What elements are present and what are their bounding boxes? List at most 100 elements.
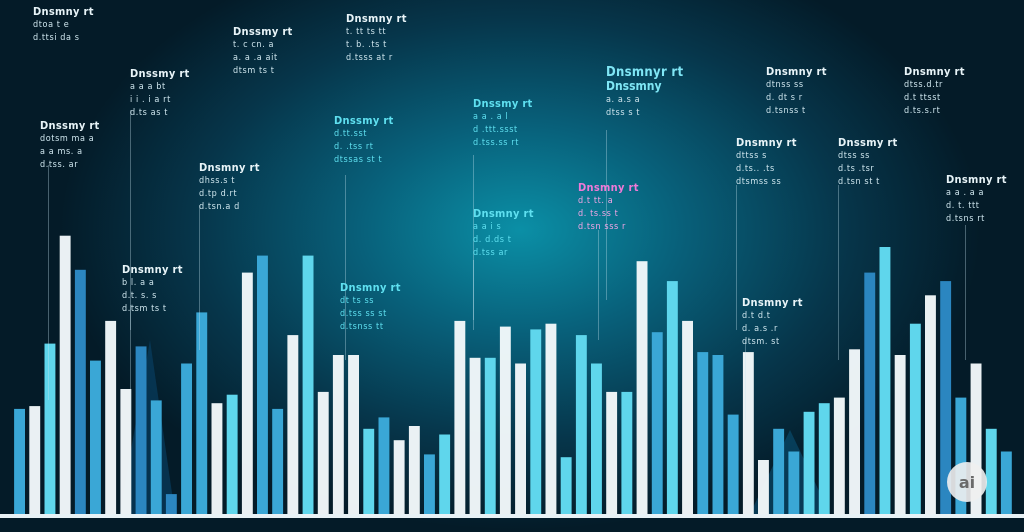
bar: [636, 261, 648, 514]
annotation-title: Dnssmy rt: [40, 119, 100, 132]
annotation-line: i i . i a rt: [130, 94, 171, 105]
annotation-line: dtoa t e: [33, 20, 70, 31]
bar: [469, 357, 481, 514]
annotation-title: Dnsmny rt: [766, 65, 827, 78]
bar: [241, 272, 253, 514]
annotation-line: t. tt ts tt: [346, 27, 387, 38]
annotation-callout: Dnsmny rt dtss.d.tr d.t ttsst d.ts.s.rt: [904, 65, 965, 117]
bar: [14, 408, 25, 514]
bar: [44, 343, 56, 514]
annotation-line: t. c cn. a: [233, 40, 275, 51]
annotation-line: d. a.s .r: [742, 323, 778, 334]
bar: [591, 363, 602, 514]
annotation-line: d.tsn sss r: [578, 221, 626, 232]
bar: [803, 411, 815, 514]
annotation-line: d.tss.ss rt: [473, 137, 520, 148]
annotation-line: dtsmss ss: [736, 176, 782, 187]
annotation-line: d.tt.sst: [334, 129, 368, 140]
annotation-line: d. ts.ss t: [578, 208, 619, 219]
bar: [894, 355, 906, 514]
annotation-callout: Dnsmny rt dtnss ss d. dt s r d.tsnss t: [766, 65, 827, 117]
annotation-title: Dnsmny rt: [346, 12, 407, 25]
annotation-title: Dnssmy rt: [233, 25, 293, 38]
annotation-leader-line: [48, 165, 49, 400]
bar: [135, 346, 147, 514]
annotation-line: a a i s: [473, 222, 502, 233]
annotation-callout: Dnsmny rt d.t tt. a d. ts.ss t d.tsn sss r: [578, 181, 639, 233]
bar: [940, 281, 952, 514]
annotation-callout: Dnssmy rt t. c cn. a a. a .a ait dtsm ts t: [233, 25, 293, 77]
bar: [257, 255, 268, 514]
annotation-callout: Dnsmny rt b l. a a d.t. s. s d.tsm ts t: [122, 263, 183, 315]
annotation-line: dttss s: [736, 151, 767, 162]
annotation-line: d.tsn st t: [838, 176, 880, 187]
bar: [454, 320, 466, 514]
bar: [181, 363, 192, 514]
bar: [833, 397, 845, 514]
annotation-leader-line: [606, 130, 607, 300]
annotation-line: d.ts.s.rt: [904, 105, 941, 116]
bar: [408, 426, 420, 514]
annotation-line: a. a.s a: [606, 95, 641, 106]
annotation-line: d.tss ar: [473, 247, 508, 258]
bar: [378, 417, 390, 514]
annotation-callout: Dnsmny rt dttss s d.ts.. .ts dtsmss ss: [736, 136, 797, 188]
annotation-line: dtss s t: [606, 108, 641, 119]
x-axis-baseline: [0, 514, 1024, 518]
annotation-leader-line: [199, 205, 200, 350]
bar: [818, 403, 830, 514]
annotation-line: d.tsm ts t: [122, 303, 167, 314]
annotation-line: d. dt s r: [766, 92, 803, 103]
annotation-title: Dnsmnyr rt: [606, 65, 684, 80]
annotation-title: Dnsmny rt: [904, 65, 965, 78]
bar: [363, 428, 375, 514]
bar: [742, 352, 754, 514]
annotation-title: Dnsmny rt: [199, 161, 260, 174]
annotation-title: Dnssmy rt: [130, 67, 190, 80]
annotation-leader-line: [598, 230, 599, 340]
annotation-leader-line: [473, 260, 474, 320]
annotation-line: dtss ss: [838, 151, 870, 162]
annotation-callout: Dnsmny rt dhss.s t d.tp d.rt d.tsn.a d: [199, 161, 260, 213]
bar: [606, 391, 618, 514]
annotation-line: d.tp d.rt: [199, 188, 238, 199]
annotation-line: dtsm ts t: [233, 65, 275, 76]
annotation-line: d.ts .tsr: [838, 163, 875, 174]
bar: [196, 312, 208, 514]
annotation-line: dhss.s t: [199, 176, 236, 187]
bar: [74, 269, 86, 514]
bar: [545, 323, 557, 514]
annotation-line: d.t tt. a: [578, 196, 614, 207]
annotation-line: d.t d.t: [742, 311, 771, 322]
annotation-leader-line: [965, 225, 966, 360]
annotation-line: dotsm ma a: [40, 134, 95, 145]
bar: [226, 394, 238, 514]
bar: [59, 235, 71, 514]
annotation-leader-line: [130, 305, 131, 430]
annotation-title: Dnsmny rt: [578, 181, 639, 194]
annotation-line: d.t. s. s: [122, 290, 158, 301]
bar: [788, 451, 800, 514]
annotation-line: d. d.ds t: [473, 234, 512, 245]
bar: [211, 403, 223, 514]
annotation-title: Dnsmny rt: [742, 296, 803, 309]
bar: [985, 428, 997, 514]
bar: [424, 454, 435, 514]
bar: [272, 408, 284, 514]
annotation-line: d. t. ttt: [946, 200, 980, 211]
bar: [909, 323, 921, 514]
annotation-title: Dnsmny rt: [473, 207, 534, 220]
bar: [879, 247, 891, 514]
bar: [29, 406, 41, 514]
bar: [530, 329, 542, 514]
annotation-line: dtnss ss: [766, 80, 804, 91]
annotation-title: Dnsmny rt: [736, 136, 797, 149]
annotation-line: b l. a a: [122, 278, 155, 289]
bar: [150, 400, 162, 514]
annotation-title: Dnssmy rt: [838, 136, 898, 149]
annotation-line: a. a .a ait: [233, 52, 278, 63]
annotation-callout: Dnsmny rt dtoa t e d.ttsi da s: [33, 5, 94, 44]
